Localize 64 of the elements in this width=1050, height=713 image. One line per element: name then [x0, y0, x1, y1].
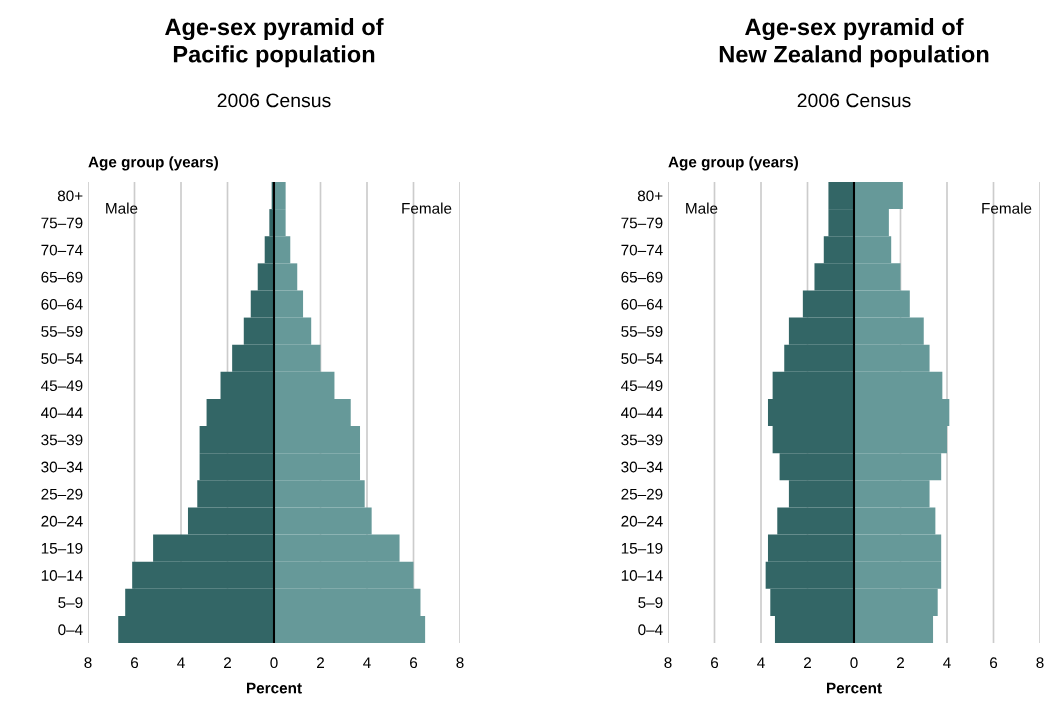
annotation: Male	[106, 202, 138, 214]
x-tick-label: 6	[131, 657, 139, 669]
x-tick-label: 6	[410, 657, 418, 669]
x-tick-label: 4	[943, 657, 951, 668]
x-tick-label: 4	[363, 657, 371, 668]
y-tick-label: 50–54	[41, 353, 83, 364]
y-tick-label: 20–24	[41, 515, 83, 527]
y-tick-label: 55–59	[41, 326, 83, 337]
y-tick-label: 35–39	[41, 434, 83, 446]
y-tick-label: 65–69	[621, 271, 663, 283]
y-tick-label: 0–4	[58, 624, 83, 636]
annotation: Male	[686, 202, 718, 214]
x-tick-label: 0	[850, 657, 858, 669]
x-tick-label: 2	[804, 657, 811, 668]
y-tick-label: 15–19	[41, 542, 83, 554]
x-tick-label: 2	[224, 657, 231, 668]
y-tick-label: 75–79	[621, 217, 663, 229]
y-tick-label: 80+	[57, 190, 83, 202]
y-tick-label: 40–44	[621, 407, 663, 419]
y-tick-label: 60–64	[41, 298, 83, 310]
y-tick-label: 40–44	[41, 407, 83, 419]
chart-title: Age-sex pyramid of Pacific population	[165, 18, 384, 68]
y-tick-label: 5–9	[638, 597, 663, 609]
y-tick-label: 50–54	[621, 353, 663, 364]
y-tick-label: 20–24	[621, 515, 663, 527]
y-tick-label: 10–14	[41, 570, 83, 581]
x-tick-label: 2	[897, 657, 904, 668]
x-axis-title: Percent	[827, 682, 882, 694]
y-tick-label: 65–69	[41, 271, 83, 283]
chart-subtitle: 2006 Census	[217, 93, 331, 108]
y-tick-label: 70–74	[621, 244, 663, 256]
chart-subtitle: 2006 Census	[797, 93, 911, 108]
y-tick-label: 75–79	[41, 217, 83, 229]
annotation: Female	[402, 202, 452, 214]
y-tick-label: 55–59	[621, 326, 663, 337]
x-tick-label: 4	[177, 657, 185, 668]
y-tick-label: 5–9	[58, 597, 83, 609]
y-axis-title: Age group (years)	[88, 156, 218, 171]
annotation: Female	[982, 202, 1032, 214]
y-tick-label: 30–34	[621, 461, 663, 473]
x-tick-label: 8	[1036, 657, 1044, 669]
x-tick-label: 8	[456, 657, 464, 669]
x-tick-label: 6	[711, 657, 719, 669]
y-tick-label: 35–39	[621, 434, 663, 446]
x-tick-label: 8	[84, 657, 92, 669]
y-tick-label: 80+	[637, 190, 663, 202]
y-tick-label: 15–19	[621, 542, 663, 554]
y-tick-label: 30–34	[41, 461, 83, 473]
y-tick-label: 0–4	[638, 624, 663, 636]
y-tick-label: 25–29	[621, 488, 663, 500]
x-tick-label: 6	[990, 657, 998, 669]
y-tick-label: 25–29	[41, 488, 83, 500]
x-tick-label: 8	[664, 657, 672, 669]
x-axis-title: Percent	[247, 682, 302, 694]
x-tick-label: 2	[317, 657, 324, 668]
y-tick-label: 70–74	[41, 244, 83, 256]
chart-title: Age-sex pyramid of New Zealand population	[719, 18, 989, 68]
y-tick-label: 45–49	[621, 380, 663, 392]
y-tick-label: 45–49	[41, 380, 83, 392]
y-axis-title: Age group (years)	[668, 156, 798, 171]
y-tick-label: 60–64	[621, 298, 663, 310]
y-tick-label: 10–14	[621, 570, 663, 581]
x-tick-label: 0	[270, 657, 278, 669]
x-tick-label: 4	[757, 657, 765, 668]
